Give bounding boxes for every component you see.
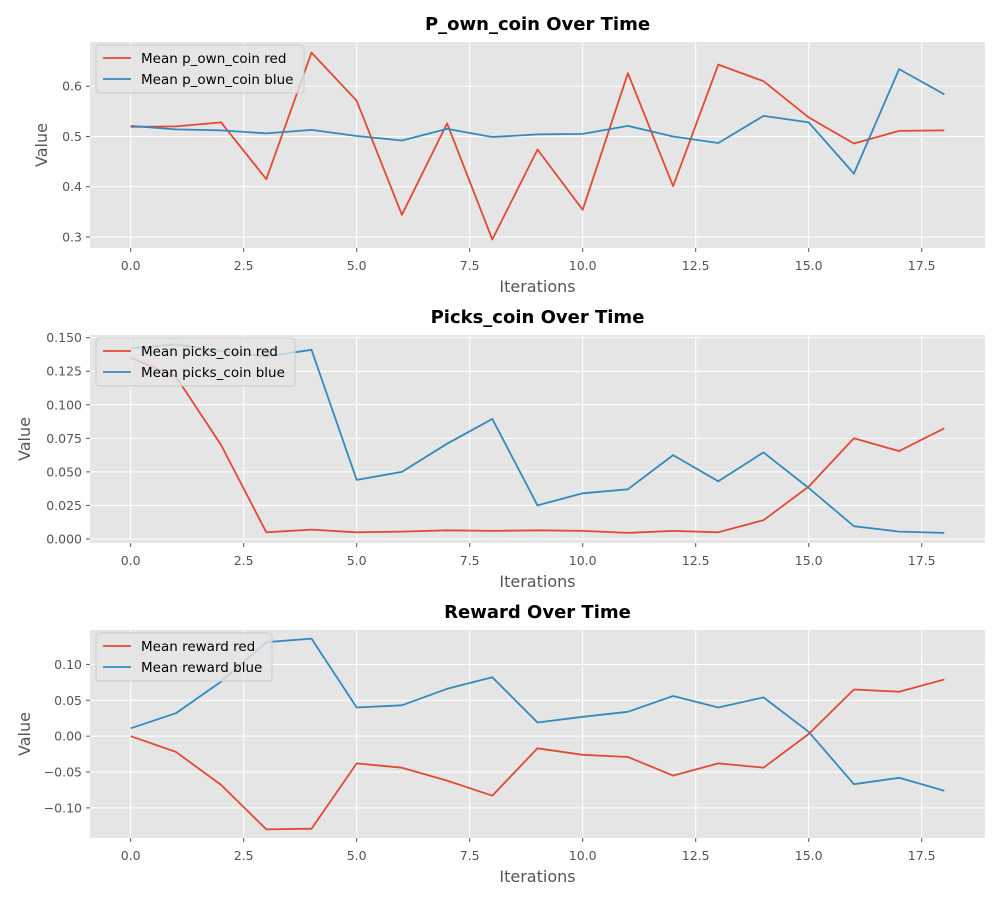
series-line-blue <box>130 68 945 175</box>
chart-panel-3: 0.0 2.5 5.0 7.5 10.0 12.5 15.0 17.5 −0.10 −0.05 0.… <box>15 602 985 886</box>
legend-box <box>95 44 305 94</box>
x-tick-label: 2.5 <box>234 553 254 568</box>
y-tick-label: 0.125 <box>46 364 82 379</box>
x-tick-label: 7.5 <box>460 553 480 568</box>
legend: Mean reward red Mean reward blue <box>95 632 273 682</box>
legend-label: Mean p_own_coin blue <box>141 72 293 88</box>
x-tick-label: 5.0 <box>347 848 367 863</box>
y-axis-label: Value <box>15 712 34 756</box>
legend-box <box>95 632 273 682</box>
x-tick-label: 2.5 <box>234 258 254 273</box>
x-tick-label: 0.0 <box>121 258 141 273</box>
x-tick-label: 15.0 <box>795 848 823 863</box>
x-tick-label: 0.0 <box>121 848 141 863</box>
y-axis-label: Value <box>32 123 51 167</box>
y-tick-label: 0.150 <box>46 330 82 345</box>
chart-title: Picks_coin Over Time <box>431 307 645 328</box>
series-line-red <box>130 356 945 534</box>
y-axis-label: Value <box>15 417 34 461</box>
y-tick-label: 0.100 <box>46 397 82 412</box>
legend: Mean p_own_coin red Mean p_own_coin blue <box>95 44 305 94</box>
x-tick-label: 10.0 <box>569 553 597 568</box>
y-tick-label: 0.075 <box>46 431 82 446</box>
x-tick-label: 0.0 <box>121 553 141 568</box>
x-tick-label: 2.5 <box>234 848 254 863</box>
x-tick-label: 17.5 <box>908 258 936 273</box>
y-tick-label: 0.050 <box>46 464 82 479</box>
legend-label: Mean picks_coin blue <box>141 365 285 381</box>
legend-label: Mean reward blue <box>141 660 262 676</box>
x-tick-label: 7.5 <box>460 258 480 273</box>
y-tick-label: 0.025 <box>46 498 82 513</box>
x-tick-label: 15.0 <box>795 553 823 568</box>
legend-box <box>95 337 296 387</box>
x-tick-label: 12.5 <box>682 258 710 273</box>
y-tick-label: 0.00 <box>54 729 82 744</box>
chart-panel-1: 0.0 2.5 5.0 7.5 10.0 12.5 15.0 17.5 0.3 0.4 0.5 0.6… <box>32 14 985 296</box>
x-tick-label: 5.0 <box>347 553 367 568</box>
y-tick-label: 0.05 <box>54 693 82 708</box>
x-tick-label: 12.5 <box>682 848 710 863</box>
chart-title: Reward Over Time <box>444 602 631 623</box>
y-tick-label: −0.05 <box>44 765 82 780</box>
x-tick-label: 12.5 <box>682 553 710 568</box>
x-axis-label: Iterations <box>499 867 575 886</box>
x-tick-label: 17.5 <box>908 848 936 863</box>
y-tick-label: 0.6 <box>62 79 82 94</box>
y-tick-label: 0.3 <box>62 229 82 244</box>
y-tick-label: 0.10 <box>54 657 82 672</box>
legend-label: Mean reward red <box>141 639 255 655</box>
x-tick-label: 10.0 <box>569 258 597 273</box>
x-tick-label: 15.0 <box>795 258 823 273</box>
series-line-red <box>130 51 945 241</box>
chart-title: P_own_coin Over Time <box>425 14 650 35</box>
y-tick-label: −0.10 <box>44 800 82 815</box>
chart-panel-2: 0.0 2.5 5.0 7.5 10.0 12.5 15.0 17.5 0.000 0.025 0.… <box>15 307 985 591</box>
x-axis-label: Iterations <box>499 572 575 591</box>
y-tick-label: 0.4 <box>62 179 82 194</box>
x-tick-label: 17.5 <box>908 553 936 568</box>
legend: Mean picks_coin red Mean picks_coin blue <box>95 337 296 387</box>
y-tick-label: 0.000 <box>46 531 82 546</box>
x-tick-label: 10.0 <box>569 848 597 863</box>
x-tick-label: 7.5 <box>460 848 480 863</box>
y-tick-label: 0.5 <box>62 129 82 144</box>
legend-label: Mean picks_coin red <box>141 344 278 360</box>
x-tick-label: 5.0 <box>347 258 367 273</box>
series-line-red <box>130 678 945 831</box>
legend-label: Mean p_own_coin red <box>141 51 286 67</box>
x-axis-label: Iterations <box>499 277 575 296</box>
